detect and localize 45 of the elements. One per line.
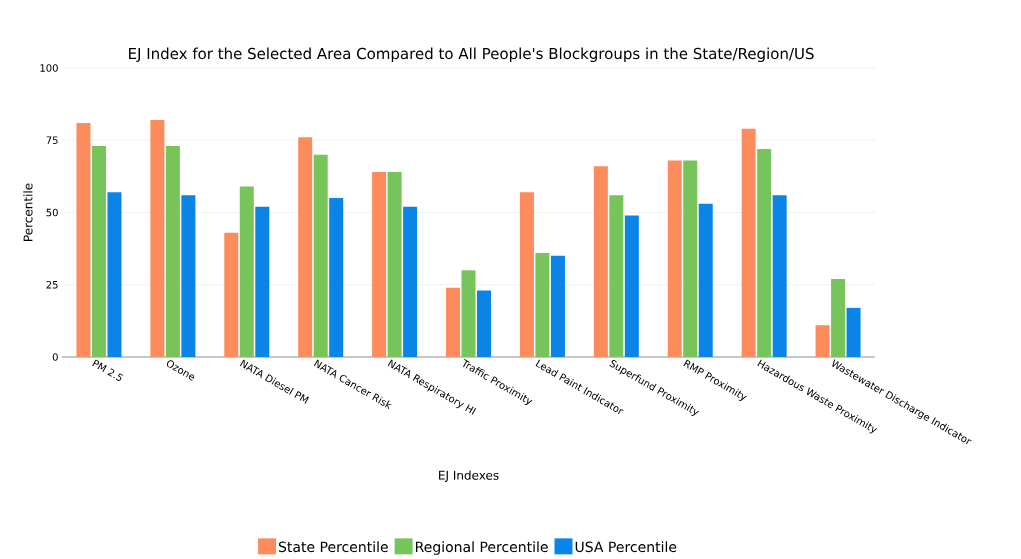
bar	[477, 290, 492, 357]
bar	[329, 198, 344, 357]
bar	[224, 232, 239, 357]
y-tick-label: 50	[46, 208, 58, 217]
bar	[593, 166, 608, 357]
bar	[150, 120, 165, 357]
bar	[372, 172, 387, 357]
y-tick-label: 75	[46, 136, 58, 144]
bar	[387, 172, 402, 357]
x-tick-label: PM 2.5	[92, 359, 123, 381]
bar	[239, 186, 254, 357]
bar	[403, 206, 418, 357]
bar	[313, 154, 328, 357]
bar	[846, 307, 861, 357]
bar	[624, 215, 639, 357]
bar	[550, 255, 565, 357]
bar	[446, 287, 461, 357]
bar	[772, 195, 787, 357]
bar	[741, 128, 756, 357]
bar	[76, 122, 91, 357]
y-axis-title: Percentile	[23, 183, 33, 241]
bar	[535, 252, 550, 357]
y-tick-label: 25	[46, 280, 58, 289]
legend-label: Regional Percentile	[415, 541, 548, 555]
bar	[609, 195, 624, 357]
x-axis-title: EJ Indexes	[439, 470, 499, 483]
y-tick-label: 0	[52, 353, 58, 361]
legend-label: State Percentile	[278, 541, 388, 553]
bar	[519, 192, 534, 357]
bar	[181, 195, 196, 357]
bar	[255, 206, 270, 357]
bar	[461, 270, 476, 357]
y-tick-label: 100	[40, 64, 58, 72]
legend-label: USA Percentile	[575, 541, 677, 553]
bar	[831, 278, 846, 357]
bar	[165, 146, 180, 357]
bar	[757, 148, 772, 357]
bar	[815, 325, 830, 357]
chart-title: EJ Index for the Selected Area Compared to All People's Blockgroups in the State/Region/US	[129, 47, 814, 63]
bar	[698, 203, 713, 357]
bar	[667, 160, 682, 357]
bar	[91, 146, 106, 357]
bar	[107, 192, 122, 357]
bar	[298, 137, 313, 357]
bar	[683, 160, 698, 357]
